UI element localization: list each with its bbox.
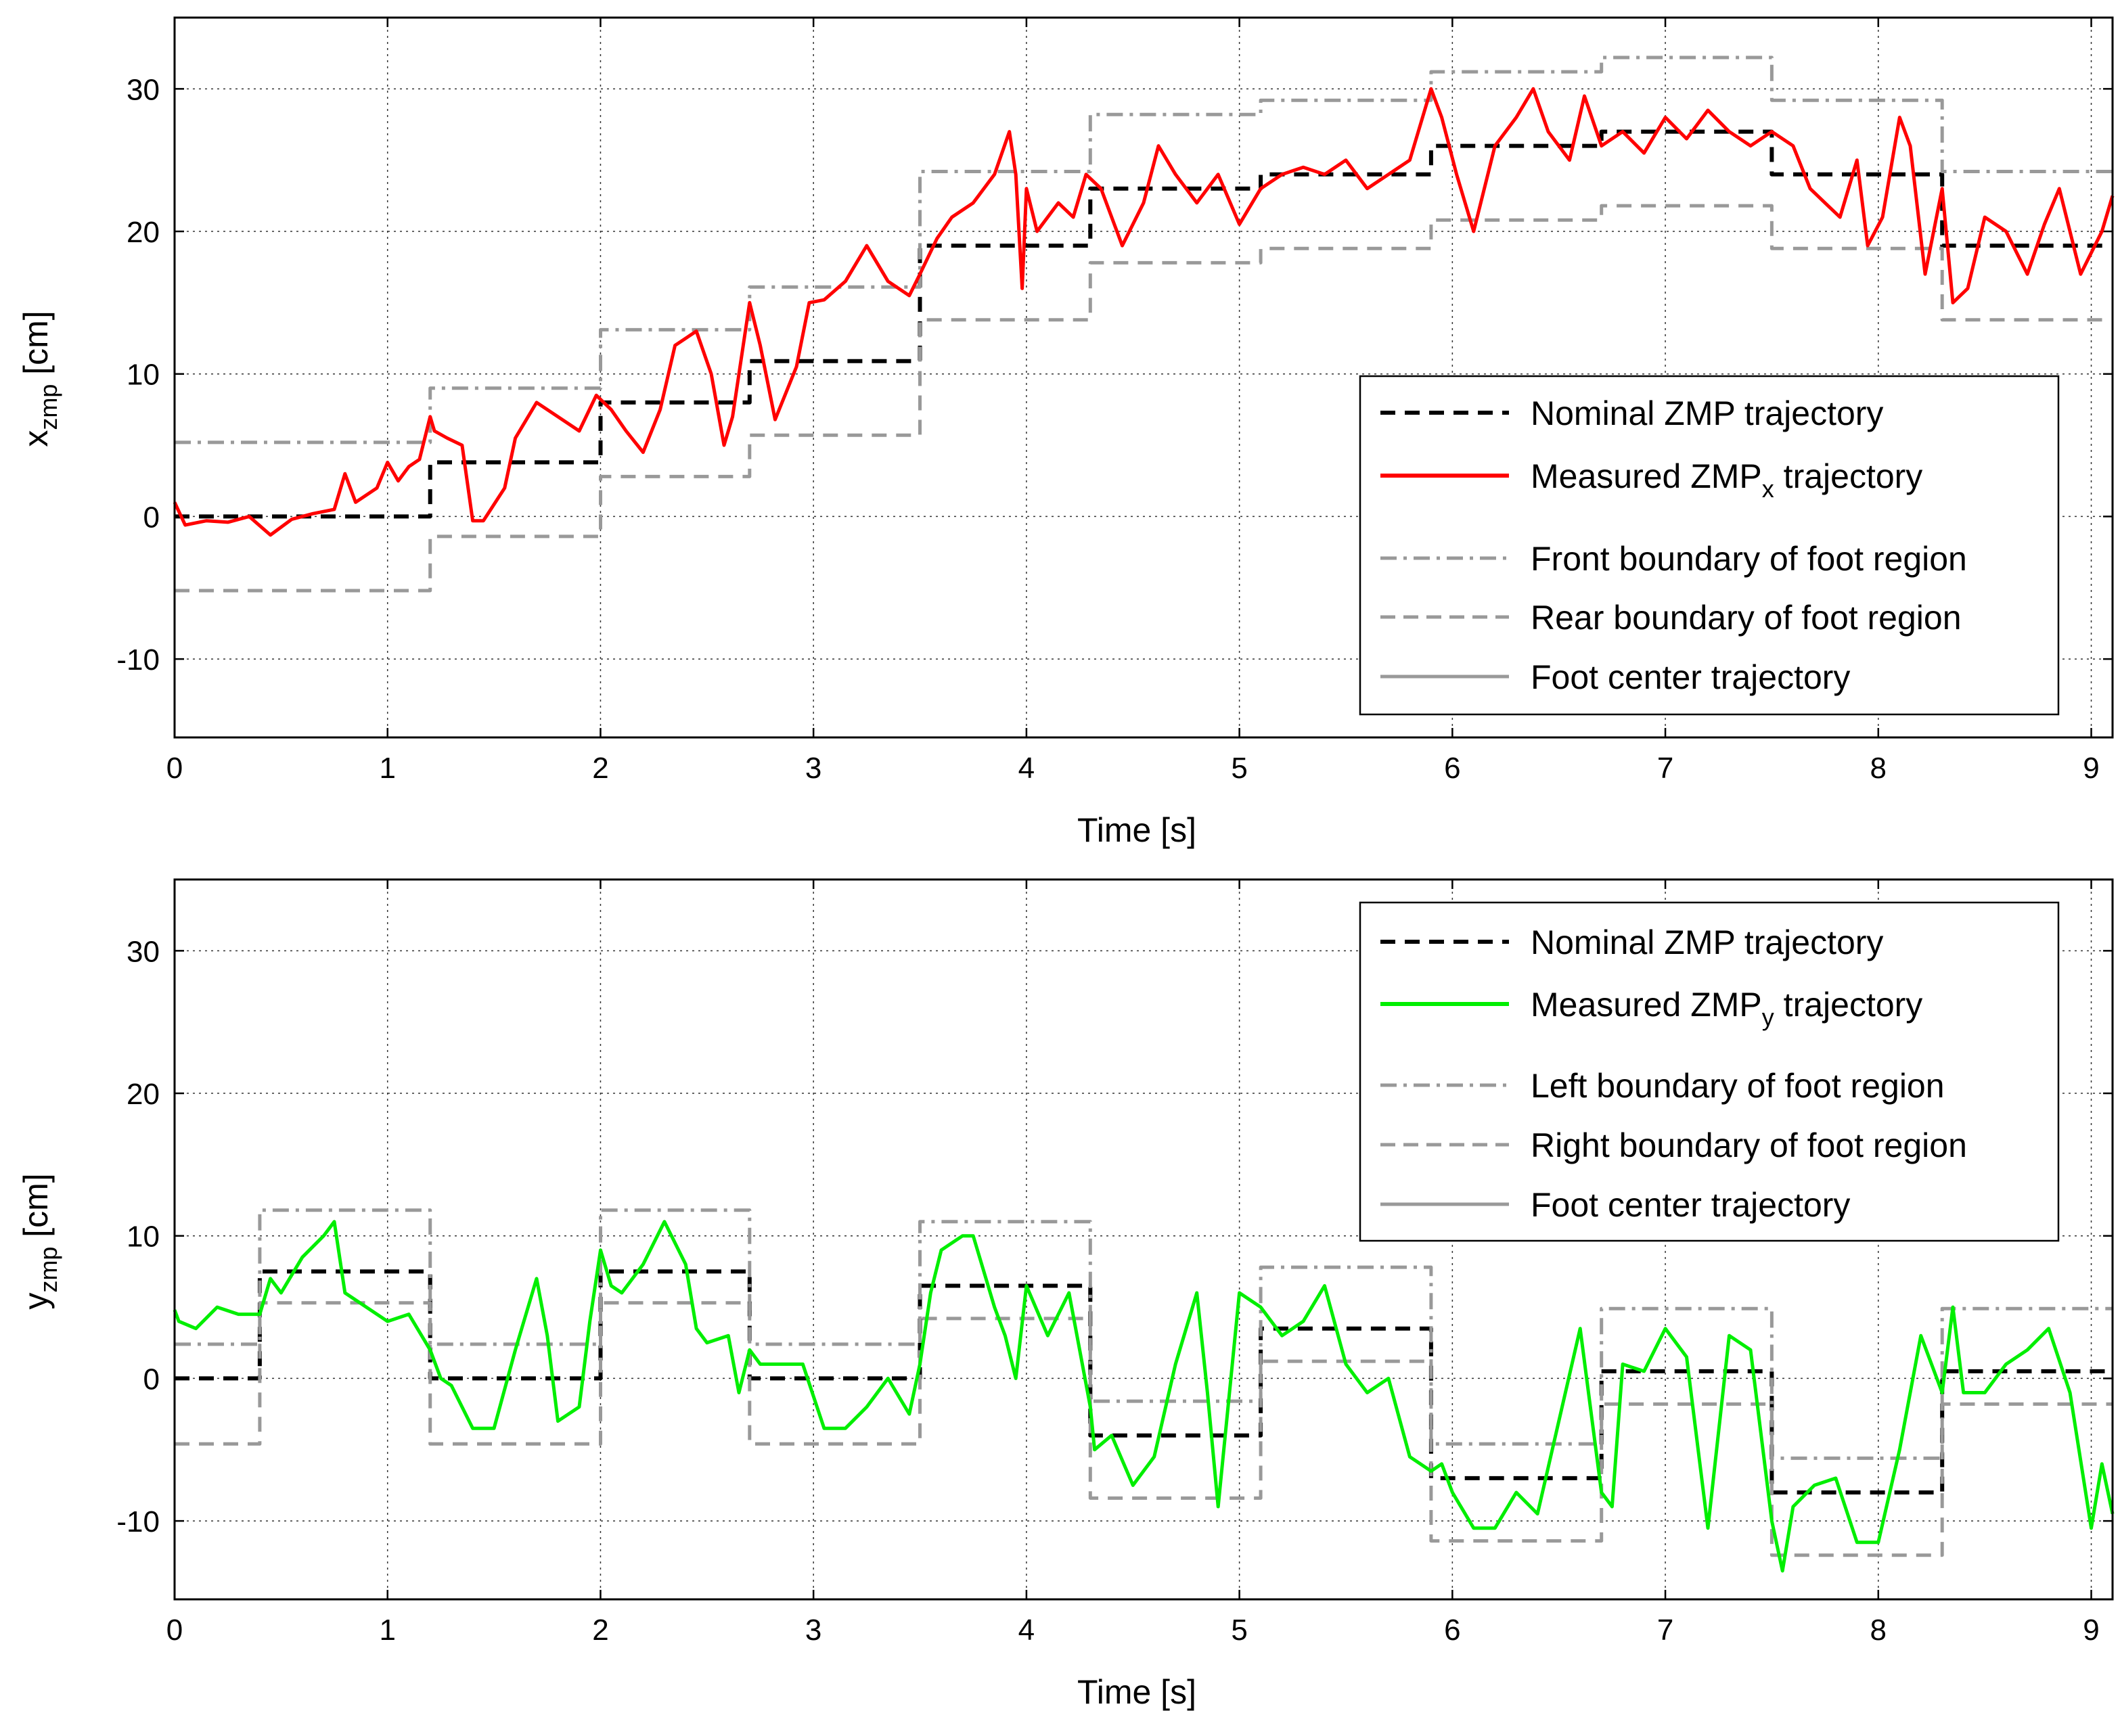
x-tick-label: 1	[379, 1614, 395, 1647]
series-layer	[173, 1208, 2115, 1573]
y-tick-label: -10	[116, 1505, 160, 1538]
x-tick-label: 6	[1444, 1614, 1460, 1647]
x-tick-label: 7	[1657, 1614, 1673, 1647]
x-tick-label: 2	[592, 752, 608, 785]
series-nominal-zmp-trajectory	[175, 1269, 2113, 1494]
y-tick-label: 10	[127, 359, 160, 392]
legend: Nominal ZMP trajectory Measured ZMPx tra…	[1359, 375, 2060, 716]
tick-labels: 0 1 2 3 4 5 6 7 8 9 -10 0 10 20 30	[116, 880, 2113, 1647]
y-tick-label: -10	[116, 643, 160, 677]
legend-box	[1359, 375, 2060, 716]
series-layer	[173, 55, 2115, 593]
x-tick-label: 0	[166, 1614, 183, 1647]
legend-label-measured: Measured ZMPx trajectory	[1531, 457, 1922, 503]
x-tick-label: 8	[1870, 752, 1887, 785]
y-tick-label: 0	[143, 1363, 160, 1396]
tick-labels: 0 1 2 3 4 5 6 7 8 9 -10 0 10 20 30	[116, 18, 2113, 785]
legend-label-foot-center: Foot center trajectory	[1531, 658, 1850, 696]
legend: Nominal ZMP trajectory Measured ZMPy tra…	[1359, 901, 2060, 1242]
x-tick-label: 3	[805, 1614, 821, 1647]
legend-label-measured: Measured ZMPy trajectory	[1531, 986, 1922, 1031]
legend-label-nominal: Nominal ZMP trajectory	[1531, 923, 1883, 961]
x-tick-label: 5	[1231, 1614, 1247, 1647]
x-tick-label: 6	[1444, 752, 1460, 785]
legend-label-rear-boundary: Rear boundary of foot region	[1531, 599, 1962, 637]
x-tick-label: 3	[805, 752, 821, 785]
x-tick-label: 7	[1657, 752, 1673, 785]
x-tick-label: 1	[379, 752, 395, 785]
series-front-boundary-of-foot-region	[175, 55, 2113, 444]
legend-label-foot-center: Foot center trajectory	[1531, 1186, 1850, 1224]
legend-label-left-boundary: Left boundary of foot region	[1531, 1067, 1945, 1105]
x-tick-label: 4	[1018, 752, 1035, 785]
legend-box	[1359, 901, 2060, 1242]
y-tick-label: 0	[143, 501, 160, 534]
x-tick-label: 9	[2083, 1614, 2099, 1647]
x-tick-label: 8	[1870, 1614, 1887, 1647]
series-rear-boundary-of-foot-region	[175, 204, 2113, 593]
plot-frame	[173, 16, 2114, 739]
x-axis-label: Time [s]	[1077, 811, 1196, 849]
y-axis-label: xzmp [cm]	[17, 311, 62, 447]
y-axis-label: yzmp [cm]	[17, 1173, 62, 1309]
legend-label-right-boundary: Right boundary of foot region	[1531, 1126, 1967, 1164]
y-tick-label: 20	[127, 1078, 160, 1111]
y-tick-label: 30	[127, 73, 160, 106]
y-tick-label: 30	[127, 935, 160, 968]
y-tick-label: 10	[127, 1220, 160, 1254]
plot-frame	[173, 878, 2114, 1601]
y-tick-label: 20	[127, 216, 160, 249]
legend-label-nominal: Nominal ZMP trajectory	[1531, 394, 1883, 432]
series-measured-zmpx-trajectory	[173, 87, 2115, 537]
series-measured-zmpy-trajectory	[173, 1220, 2115, 1573]
x-tick-label: 2	[592, 1614, 608, 1647]
x-tick-label: 9	[2083, 752, 2099, 785]
series-nominal-zmp-trajectory	[175, 129, 2113, 519]
legend-label-front-boundary: Front boundary of foot region	[1531, 540, 1967, 578]
x-tick-label: 4	[1018, 1614, 1035, 1647]
x-axis-label: Time [s]	[1077, 1673, 1196, 1711]
x-tick-label: 5	[1231, 752, 1247, 785]
x-tick-label: 0	[166, 752, 183, 785]
